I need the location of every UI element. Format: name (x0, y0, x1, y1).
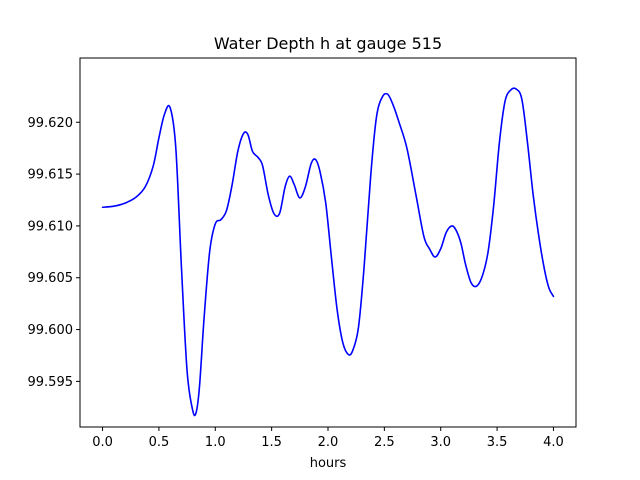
x-tick-label: 3.0 (430, 435, 451, 450)
chart-title: Water Depth h at gauge 515 (214, 34, 442, 53)
x-tick-label: 2.0 (318, 435, 339, 450)
series-line-0 (101, 87, 555, 417)
plot-area (101, 87, 555, 417)
x-tick-label: 0.5 (149, 435, 170, 450)
x-tick-label: 4.0 (543, 435, 564, 450)
x-tick-label: 1.5 (261, 435, 282, 450)
x-tick-label: 2.5 (374, 435, 395, 450)
y-tick-label: 99.615 (28, 168, 74, 183)
y-tick-label: 99.600 (28, 323, 74, 338)
y-tick-label: 99.620 (28, 116, 74, 131)
y-tick-label: 99.595 (28, 375, 74, 390)
x-tick-label: 0.0 (92, 435, 113, 450)
x-tick-label: 1.0 (205, 435, 226, 450)
y-tick-label: 99.610 (28, 219, 74, 234)
x-axis-ticks: 0.0 0.5 1.0 1.5 2.0 2.5 3.0 3.5 4.0 (92, 427, 564, 450)
x-axis-label: hours (310, 456, 347, 471)
plot-frame (79, 57, 577, 428)
y-axis-ticks: 99.595 99.600 99.605 99.610 99.615 99.620 (28, 116, 80, 390)
x-tick-label: 3.5 (487, 435, 508, 450)
y-tick-label: 99.605 (28, 271, 74, 286)
